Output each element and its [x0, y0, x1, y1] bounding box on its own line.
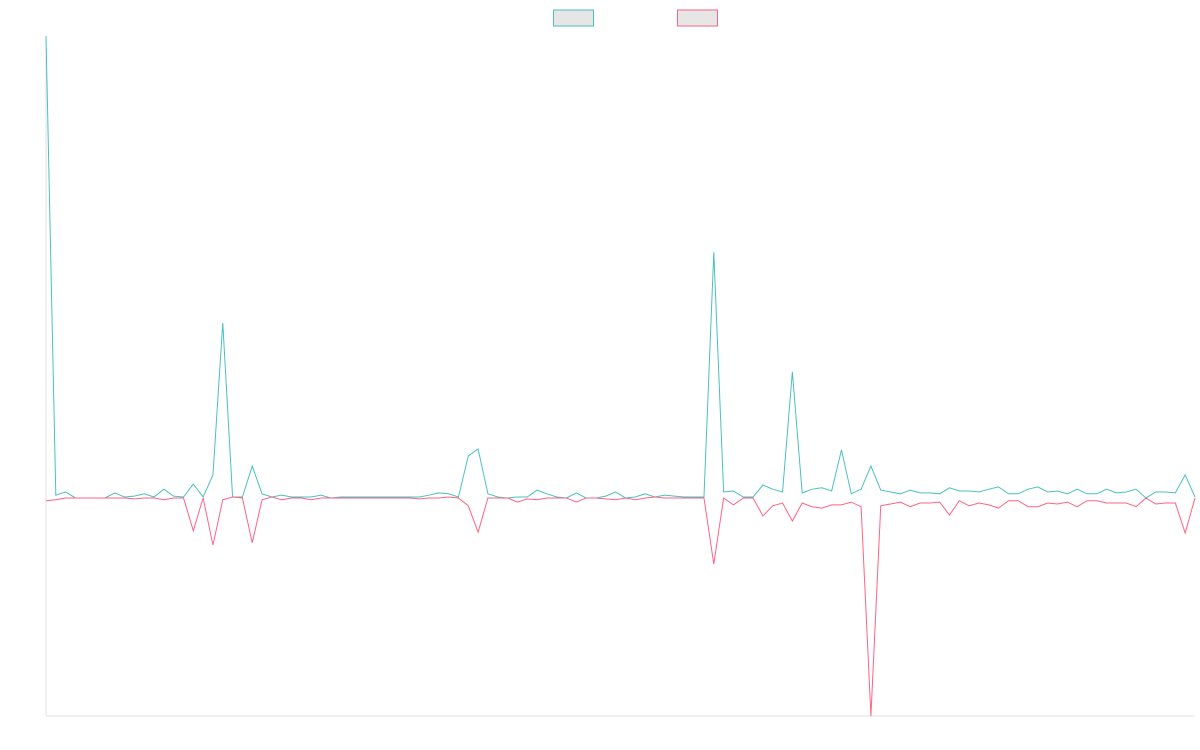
data-line [45, 496, 1196, 717]
data-line [45, 35, 1196, 499]
legend-swatch [677, 9, 718, 27]
legend-swatch [553, 9, 594, 27]
